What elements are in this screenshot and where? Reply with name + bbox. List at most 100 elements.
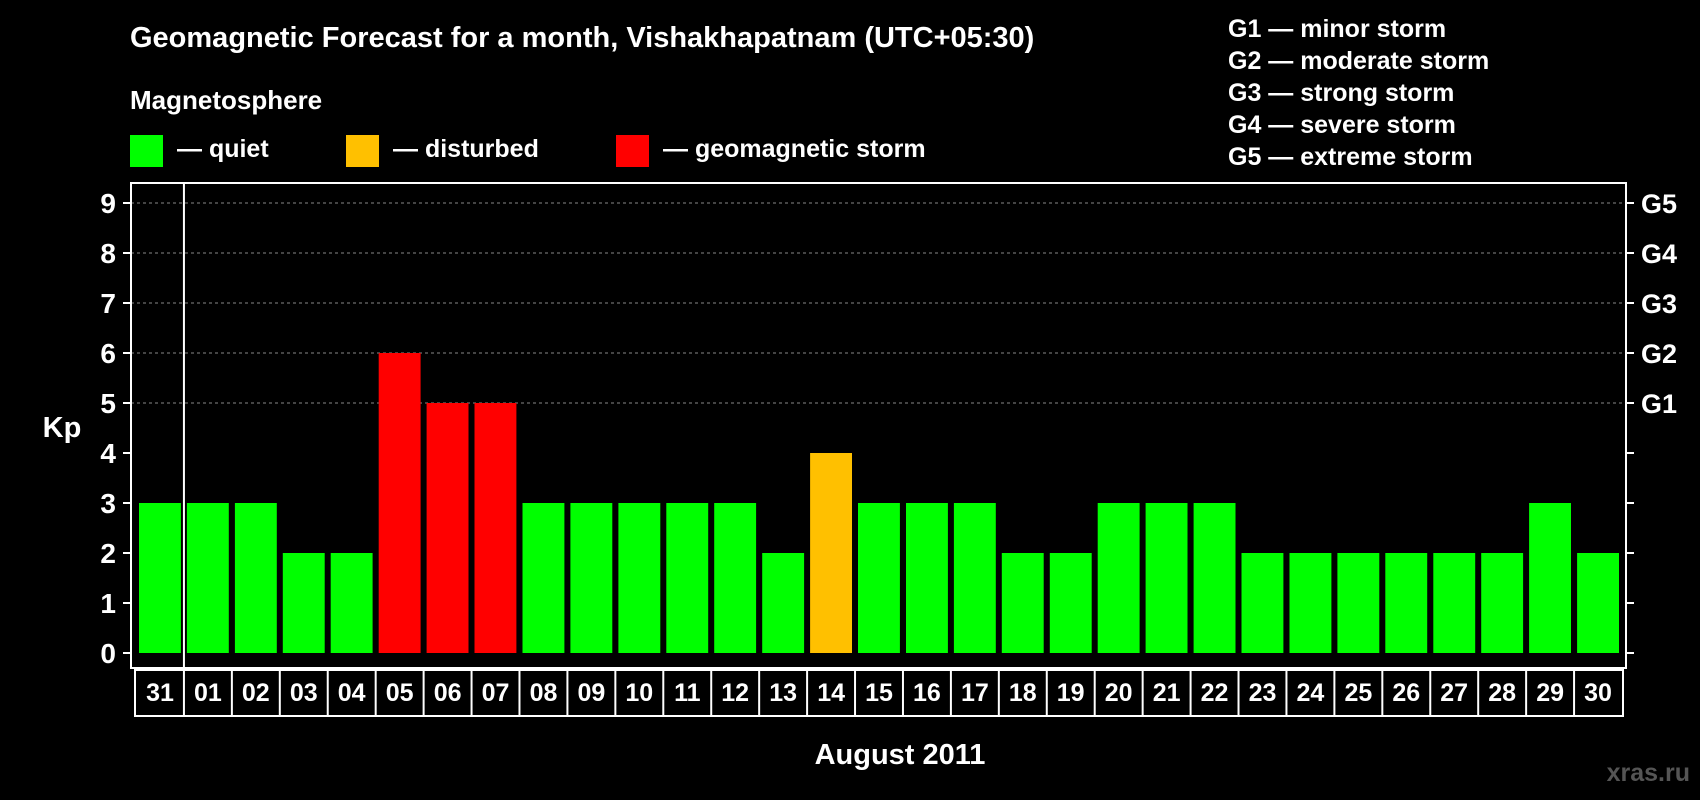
bar-28 xyxy=(1481,553,1524,653)
bars xyxy=(139,353,1619,653)
storm-scale-g5: G5 — extreme storm xyxy=(1228,143,1473,171)
x-tick-label-17: 17 xyxy=(961,679,989,707)
legend-swatch-quiet xyxy=(130,135,163,167)
storm-level-label-g2: G2 xyxy=(1641,339,1677,369)
legend-swatch-disturbed xyxy=(346,135,379,167)
x-tick-label-25: 25 xyxy=(1344,679,1372,707)
x-tick-label-18: 18 xyxy=(1009,679,1037,707)
legend-label-quiet: — quiet xyxy=(177,135,269,163)
x-tick-label-28: 28 xyxy=(1488,679,1516,707)
storm-level-label-g1: G1 xyxy=(1641,389,1677,419)
x-tick-label-22: 22 xyxy=(1201,679,1229,707)
bar-10 xyxy=(618,503,661,653)
y-tick-label-8: 8 xyxy=(100,238,116,269)
y-tick-label-2: 2 xyxy=(100,538,116,569)
storm-scale-g3: G3 — strong storm xyxy=(1228,79,1454,107)
x-tick-label-15: 15 xyxy=(865,679,893,707)
bar-18 xyxy=(1001,553,1044,653)
bar-26 xyxy=(1385,553,1428,653)
storm-scale-legend: G1 — minor storm G2 — moderate storm G3 … xyxy=(1228,15,1489,171)
x-tick-label-08: 08 xyxy=(530,679,558,707)
bar-02 xyxy=(234,503,277,653)
axes: 0 1 2 3 4 5 6 7 8 9 G1 G2 G3 G4 G5 xyxy=(100,182,1677,669)
bar-27 xyxy=(1433,553,1476,653)
legend-label-disturbed: — disturbed xyxy=(393,135,539,163)
y-tick-label-1: 1 xyxy=(100,588,116,619)
bar-19 xyxy=(1049,553,1092,653)
bar-16 xyxy=(906,503,948,653)
y-tick-label-4: 4 xyxy=(100,438,116,469)
bar-24 xyxy=(1289,553,1332,653)
x-tick-labels: 31 01 02 03 04 05 06 07 08 09 10 11 12 13 14 15 16 17 18 19… xyxy=(134,669,1624,717)
bar-06 xyxy=(426,403,469,653)
bar-15 xyxy=(858,503,900,653)
y-tick-label-5: 5 xyxy=(100,388,116,419)
x-tick-label-29: 29 xyxy=(1536,679,1564,707)
legend: — quiet — disturbed — geomagnetic storm xyxy=(130,135,926,167)
bar-13 xyxy=(762,553,805,653)
x-tick-label-19: 19 xyxy=(1057,679,1085,707)
bar-08 xyxy=(522,503,565,653)
storm-scale-g2: G2 — moderate storm xyxy=(1228,47,1489,75)
bar-29 xyxy=(1529,503,1571,653)
x-tick-label-24: 24 xyxy=(1296,679,1324,707)
y-axis-label: Kp xyxy=(43,412,82,444)
bar-25 xyxy=(1337,553,1380,653)
bar-20 xyxy=(1097,503,1140,653)
chart-subtitle: Magnetosphere xyxy=(130,85,322,115)
bar-23 xyxy=(1241,553,1284,653)
bar-17 xyxy=(953,503,996,653)
x-tick-label-05: 05 xyxy=(386,679,414,707)
storm-level-label-g4: G4 xyxy=(1641,239,1677,269)
x-tick-label-14: 14 xyxy=(817,679,845,707)
x-tick-label-27: 27 xyxy=(1440,679,1468,707)
bar-21 xyxy=(1145,503,1188,653)
bar-11 xyxy=(666,503,709,653)
x-tick-label-07: 07 xyxy=(482,679,510,707)
storm-scale-g4: G4 — severe storm xyxy=(1228,111,1456,139)
watermark: xras.ru xyxy=(1607,759,1690,787)
x-tick-label-21: 21 xyxy=(1153,679,1181,707)
bar-03 xyxy=(282,553,325,653)
storm-scale-g1: G1 — minor storm xyxy=(1228,15,1446,43)
chart-title: Geomagnetic Forecast for a month, Vishak… xyxy=(130,22,1034,54)
x-tick-label-20: 20 xyxy=(1105,679,1133,707)
x-tick-label-01: 01 xyxy=(194,679,222,707)
legend-label-storm: — geomagnetic storm xyxy=(663,135,926,163)
bar-04 xyxy=(330,553,373,653)
y-tick-label-0: 0 xyxy=(100,638,116,669)
bar-01 xyxy=(186,503,229,653)
x-tick-label-03: 03 xyxy=(290,679,318,707)
storm-level-label-g3: G3 xyxy=(1641,289,1677,319)
x-tick-label-09: 09 xyxy=(577,679,605,707)
bar-14 xyxy=(810,453,852,653)
x-tick-label-30: 30 xyxy=(1584,679,1612,707)
x-tick-label-23: 23 xyxy=(1249,679,1277,707)
x-tick-label-04: 04 xyxy=(338,679,366,707)
x-tick-label-12: 12 xyxy=(721,679,749,707)
x-tick-label-26: 26 xyxy=(1392,679,1420,707)
bar-05 xyxy=(378,353,421,653)
bar-22 xyxy=(1193,503,1236,653)
x-tick-label-10: 10 xyxy=(625,679,653,707)
x-tick-label-31: 31 xyxy=(146,679,174,707)
storm-level-label-g5: G5 xyxy=(1641,189,1677,219)
y-tick-label-7: 7 xyxy=(100,288,116,319)
x-tick-label-16: 16 xyxy=(913,679,941,707)
legend-swatch-storm xyxy=(616,135,649,167)
x-tick-label-02: 02 xyxy=(242,679,270,707)
x-tick-label-11: 11 xyxy=(674,679,701,707)
bar-12 xyxy=(714,503,757,653)
x-axis-label: August 2011 xyxy=(815,739,986,771)
x-label-table xyxy=(134,669,1624,717)
bar-09 xyxy=(570,503,613,653)
bar-31 xyxy=(139,503,181,653)
grid-lines xyxy=(131,202,1626,404)
x-tick-label-06: 06 xyxy=(434,679,462,707)
plot-frame xyxy=(130,182,1627,669)
y-tick-label-6: 6 xyxy=(100,338,116,369)
bar-30 xyxy=(1577,553,1619,653)
bar-07 xyxy=(474,403,517,653)
